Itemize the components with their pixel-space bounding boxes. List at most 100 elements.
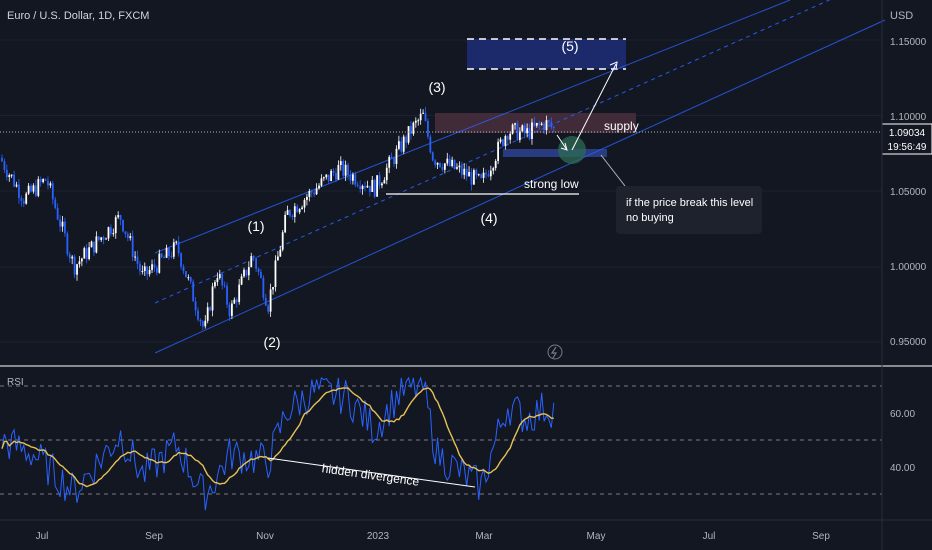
note-line-1: if the price break this level (626, 197, 753, 209)
candle-body (51, 183, 54, 200)
strong-low-label: strong low (524, 177, 579, 191)
candle-body (59, 219, 61, 227)
time-tick-label: Nov (256, 531, 274, 542)
countdown-label: 19:56:49 (888, 142, 927, 153)
candle-body (139, 263, 141, 272)
candle-body (284, 214, 287, 233)
candle-body (34, 185, 37, 196)
candle-body (475, 170, 478, 176)
candle-body (269, 289, 272, 312)
candle-body (267, 305, 270, 312)
candle-body (431, 152, 434, 161)
candle-body (100, 237, 103, 240)
candle-body (95, 236, 98, 253)
candle-body (66, 233, 69, 255)
candle-body (228, 304, 231, 316)
candle-body (93, 241, 95, 253)
candle-body (368, 185, 371, 192)
lightning-icon[interactable] (550, 346, 558, 359)
candle-body (54, 199, 57, 208)
candle-body (381, 183, 383, 186)
candle-body (8, 175, 11, 178)
channel-upper-line (154, 0, 791, 254)
candle-body (470, 172, 473, 185)
candle-body (511, 124, 514, 134)
rsi-label: RSI (7, 377, 24, 388)
candle-body (61, 221, 64, 227)
candle-body (548, 120, 550, 123)
candle-body (485, 172, 487, 175)
candle-body (238, 284, 241, 302)
candle-body (313, 192, 316, 195)
candle-body (320, 178, 323, 186)
time-tick-label: Mar (475, 531, 493, 542)
candle-body (446, 158, 449, 164)
candle-body (516, 123, 519, 141)
candle-body (397, 141, 400, 149)
candle-body (105, 238, 107, 240)
candle-body (458, 165, 461, 168)
candle-body (463, 168, 466, 175)
candle-body (373, 179, 376, 197)
candle-body (13, 174, 15, 187)
candle-body (153, 264, 156, 268)
candle-body (439, 162, 441, 168)
price-tick-label: 0.95000 (890, 337, 927, 348)
note-pointer (600, 154, 626, 187)
candle-body (427, 120, 429, 137)
candle-body (231, 303, 233, 316)
candle-body (499, 139, 502, 142)
note-box (616, 186, 762, 234)
lightning-icon-circle[interactable] (547, 344, 563, 360)
candle-body (146, 266, 149, 275)
candle-body (306, 196, 308, 200)
candle-body (523, 125, 526, 134)
candle-body (73, 256, 76, 275)
candle-body (453, 159, 456, 169)
candle-body (155, 267, 158, 273)
candle-body (218, 274, 221, 279)
overlay-layer (0, 61, 882, 360)
candle-body (550, 122, 553, 127)
candle-body (460, 165, 463, 175)
candle-body (494, 160, 497, 169)
candle-body (129, 236, 132, 239)
candle-body (233, 299, 236, 304)
candle-body (194, 301, 197, 311)
candle-body (189, 277, 192, 282)
candle-body (492, 168, 495, 171)
rsi-ma-line (1, 387, 554, 488)
candle-body (325, 174, 328, 178)
candle-body (10, 174, 13, 176)
candle-body (393, 158, 395, 165)
candle-body (262, 278, 265, 298)
candle-body (402, 136, 405, 152)
supply-zone (435, 113, 636, 133)
price-axis[interactable]: 1.15000 1.10000 1.05000 1.00000 0.95000 (890, 37, 927, 348)
candle-body (134, 256, 136, 258)
current-price-label: 1.09034 (889, 128, 926, 139)
candle-body (308, 190, 311, 197)
candle-body (504, 136, 507, 147)
candle-body (545, 120, 548, 131)
rsi-tick-label: 40.00 (890, 463, 915, 474)
candle-body (293, 206, 296, 218)
candle-body (131, 236, 134, 257)
candle-body (3, 161, 6, 170)
candle-body (44, 179, 47, 181)
candle-body (349, 175, 352, 181)
candle-body (417, 120, 420, 122)
candle-body (506, 136, 509, 140)
candle-body (388, 156, 391, 168)
candle-body (136, 256, 139, 264)
candle-body (160, 253, 163, 258)
candle-body (204, 320, 207, 327)
time-tick-label: 2023 (367, 531, 390, 542)
candle-body (90, 241, 93, 248)
time-axis[interactable]: Jul Sep Nov 2023 Mar May Jul Sep (36, 531, 831, 542)
candle-body (371, 179, 374, 192)
candle-body (80, 258, 83, 262)
candle-body (114, 217, 117, 234)
